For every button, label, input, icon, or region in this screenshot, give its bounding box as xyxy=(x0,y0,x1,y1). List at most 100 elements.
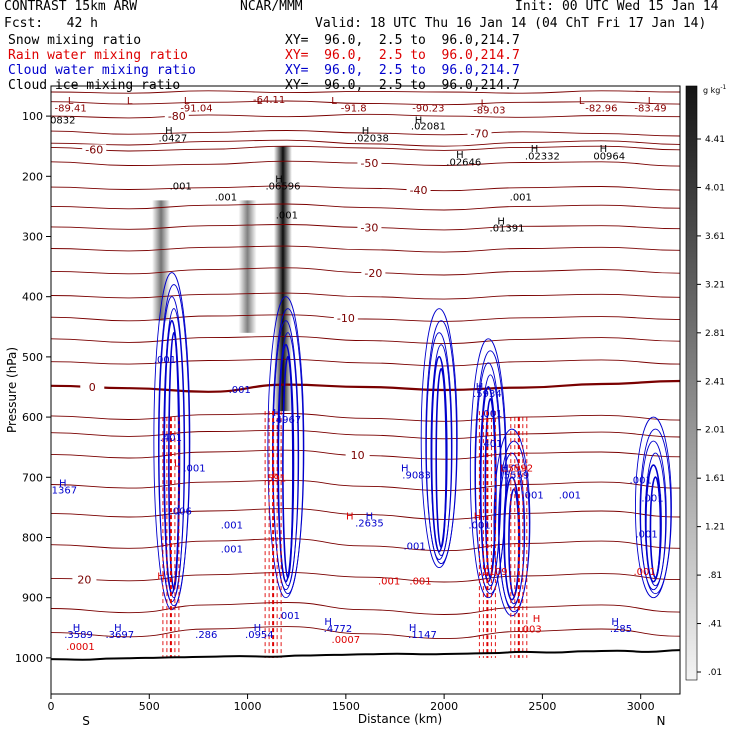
contour-label-8: -91.8 xyxy=(341,103,367,114)
contour-label-1: -89.41 xyxy=(55,103,87,114)
snow-column-1 xyxy=(238,200,257,333)
cloud-water-contour-3-1 xyxy=(474,350,507,595)
y-tick-label: 900 xyxy=(22,592,43,605)
colorbar-tick-label: 1.21 xyxy=(705,523,725,533)
x-tick-label: 2000 xyxy=(430,700,458,713)
contour-label-32: .06596 xyxy=(265,182,300,193)
contour-label-28: 00964 xyxy=(593,151,625,162)
contour-label-81: .591 xyxy=(264,474,286,485)
forecast-hour: Fcst: 42 h xyxy=(4,16,98,31)
contour-label-37: .001 xyxy=(154,355,176,366)
contour-label-0: L xyxy=(68,96,74,107)
x-tick-label: 500 xyxy=(139,700,160,713)
isotherm-label-bg xyxy=(333,312,358,323)
contour-label-39: H xyxy=(273,408,281,419)
contour-label-63: .001 xyxy=(468,520,490,531)
x-axis-label: Distance (km) xyxy=(358,712,442,726)
contour-label-75: H xyxy=(409,623,417,634)
contour-label-72: .001 xyxy=(278,611,300,622)
contour-label-24: .02646 xyxy=(446,157,481,168)
y-tick-label: 200 xyxy=(22,170,43,183)
isotherm-6 xyxy=(51,335,680,345)
cloud-water-contour-2-0 xyxy=(420,308,458,569)
cloud-water-contour-1-5 xyxy=(282,355,294,579)
rain-water-contours xyxy=(162,411,528,658)
contour-label-74: .4772 xyxy=(324,624,353,635)
contour-label-62: .001 xyxy=(404,542,426,553)
contour-label-26: .02332 xyxy=(525,151,560,162)
y-tick-label: 300 xyxy=(22,230,43,243)
contour-label-48: .1367 xyxy=(48,486,77,497)
contour-label-29: .001 xyxy=(170,182,192,193)
contour-label-23: H xyxy=(456,150,464,161)
colorbar-tick-label: 2.81 xyxy=(705,329,725,339)
isotherm-label: -30 xyxy=(360,222,378,235)
contour-label-55: .001 xyxy=(630,475,652,486)
north-end-label: N xyxy=(657,714,666,728)
isotherm-8 xyxy=(51,413,680,422)
contour-label-52: .5559 xyxy=(501,470,530,481)
contour-label-22: .02081 xyxy=(411,121,446,132)
contour-label-91: .003 xyxy=(519,625,541,636)
contour-label-94: .5592 xyxy=(504,463,533,474)
isotherm-9 xyxy=(51,429,680,440)
contour-label-70: H xyxy=(254,623,262,634)
contour-label-7: L xyxy=(331,96,337,107)
isotherm-3 xyxy=(51,203,680,211)
isotherm-label: 20 xyxy=(77,573,91,586)
contour-label-64: .001 xyxy=(635,529,657,540)
contour-label-82: L xyxy=(500,463,506,474)
contour-label-2: L xyxy=(127,96,133,107)
valid-time: Valid: 18 UTC Thu 16 Jan 14 (04 ChT Fri … xyxy=(315,16,707,31)
contour-label-67: H xyxy=(114,623,122,634)
contour-label-53: .001 xyxy=(521,490,543,501)
contour-label-13: -82.96 xyxy=(585,103,617,114)
cloud-water-contour-0-1 xyxy=(158,284,190,607)
contour-label-59: .001 xyxy=(221,545,243,556)
isotherm-label: -50 xyxy=(360,157,378,170)
y-tick-label: 1000 xyxy=(15,652,43,665)
isotherm-label: -60 xyxy=(85,143,103,156)
contour-label-43: .001 xyxy=(480,409,502,420)
y-tick-label: 100 xyxy=(22,110,43,123)
field-title-rain: Rain water mixing ratio xyxy=(8,48,189,63)
contour-label-73: H xyxy=(324,617,332,628)
isotherm-label-bg xyxy=(467,128,492,139)
isotherm-label-bg xyxy=(82,144,107,155)
contour-label-33: .001 xyxy=(276,210,298,221)
contour-label-5: L xyxy=(257,96,263,107)
colorbar-unit: g kg-1 xyxy=(703,84,727,95)
x-tick-label: 1500 xyxy=(332,700,360,713)
cloud-water-contour-4-5 xyxy=(508,488,520,597)
contour-label-69: .286 xyxy=(195,630,217,641)
isotherm-12 xyxy=(51,538,680,552)
cloud-water-contour-4-2 xyxy=(498,452,526,609)
colorbar-tick-label: 2.41 xyxy=(705,377,725,387)
contour-label-30: .001 xyxy=(215,192,237,203)
contour-label-18: .0427 xyxy=(159,133,188,144)
contour-label-88: .001 xyxy=(633,567,655,578)
isotherm-label-bg xyxy=(357,222,382,233)
isotherm-1 xyxy=(51,100,680,106)
contour-label-12: L xyxy=(579,96,585,107)
isotherm-labeled-1 xyxy=(51,130,680,137)
organization-label: NCAR/MMM xyxy=(240,0,303,14)
colorbar-tick-label: .41 xyxy=(708,620,722,630)
isotherm-labeled-2 xyxy=(51,145,680,152)
contour-label-21: H xyxy=(415,115,423,126)
contour-label-14: L xyxy=(648,96,654,107)
x-tick-label: 1000 xyxy=(234,700,262,713)
contour-label-76: .1147 xyxy=(408,630,437,641)
isotherm-label: -80 xyxy=(168,110,186,123)
contour-label-54: .001 xyxy=(559,490,581,501)
y-tick-label: 600 xyxy=(22,411,43,424)
contour-label-15: -83.49 xyxy=(634,103,666,114)
contour-label-87: .001 xyxy=(409,576,431,587)
terrain-surface xyxy=(51,649,680,661)
isotherm-label: 10 xyxy=(351,449,365,462)
contour-label-45: .401 xyxy=(480,439,502,450)
contour-label-6: -64.11 xyxy=(253,95,285,106)
contour-labels: L-89.41L L-91.04L-64.11 L-91.8 -90.23 L-89.0… xyxy=(48,95,667,653)
contour-label-36: .01391 xyxy=(490,224,525,235)
